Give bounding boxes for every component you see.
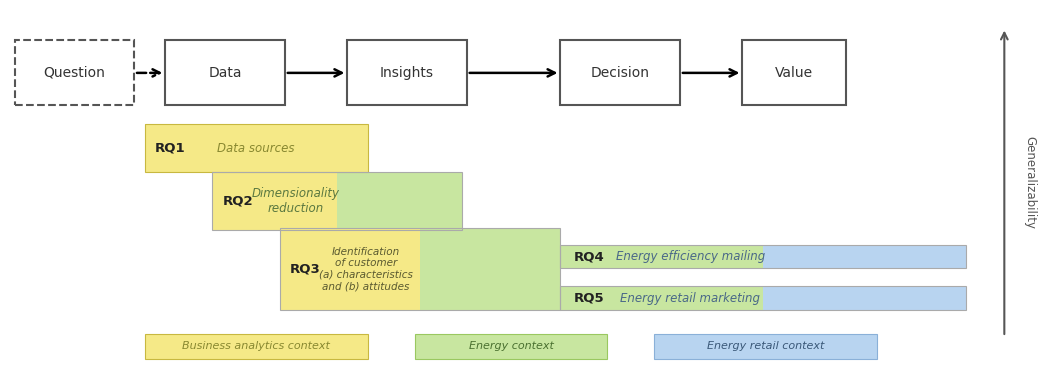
Text: Value: Value (776, 66, 813, 80)
FancyBboxPatch shape (145, 124, 257, 172)
FancyBboxPatch shape (212, 172, 336, 230)
Text: Energy context: Energy context (468, 341, 553, 351)
Text: RQ4: RQ4 (574, 250, 605, 263)
FancyBboxPatch shape (347, 40, 466, 105)
Text: Insights: Insights (380, 66, 434, 80)
Text: Energy retail context: Energy retail context (707, 341, 825, 351)
FancyBboxPatch shape (166, 40, 285, 105)
Text: Business analytics context: Business analytics context (182, 341, 330, 351)
FancyBboxPatch shape (561, 245, 763, 268)
Text: Data sources: Data sources (217, 142, 294, 155)
FancyBboxPatch shape (763, 286, 966, 310)
Text: Identification
of customer
(a) characteristics
and (b) attitudes: Identification of customer (a) character… (319, 246, 413, 291)
Text: Question: Question (43, 66, 105, 80)
Text: Energy efficiency mailing: Energy efficiency mailing (616, 250, 765, 263)
Text: RQ5: RQ5 (574, 292, 605, 305)
Text: RQ3: RQ3 (290, 262, 321, 275)
FancyBboxPatch shape (415, 334, 607, 359)
FancyBboxPatch shape (561, 40, 680, 105)
Text: RQ2: RQ2 (222, 194, 254, 208)
Text: Energy retail marketing: Energy retail marketing (620, 292, 761, 305)
Text: Data: Data (209, 66, 242, 80)
FancyBboxPatch shape (257, 124, 368, 172)
FancyBboxPatch shape (561, 286, 763, 310)
FancyBboxPatch shape (654, 334, 877, 359)
Text: Dimensionality
reduction: Dimensionality reduction (252, 187, 340, 215)
Text: Decision: Decision (591, 66, 650, 80)
FancyBboxPatch shape (742, 40, 847, 105)
Text: RQ1: RQ1 (155, 142, 185, 155)
FancyBboxPatch shape (15, 40, 134, 105)
FancyBboxPatch shape (145, 334, 368, 359)
Text: Generalizability: Generalizability (1023, 136, 1036, 229)
FancyBboxPatch shape (280, 228, 420, 310)
FancyBboxPatch shape (420, 228, 561, 310)
FancyBboxPatch shape (763, 245, 966, 268)
FancyBboxPatch shape (336, 172, 461, 230)
